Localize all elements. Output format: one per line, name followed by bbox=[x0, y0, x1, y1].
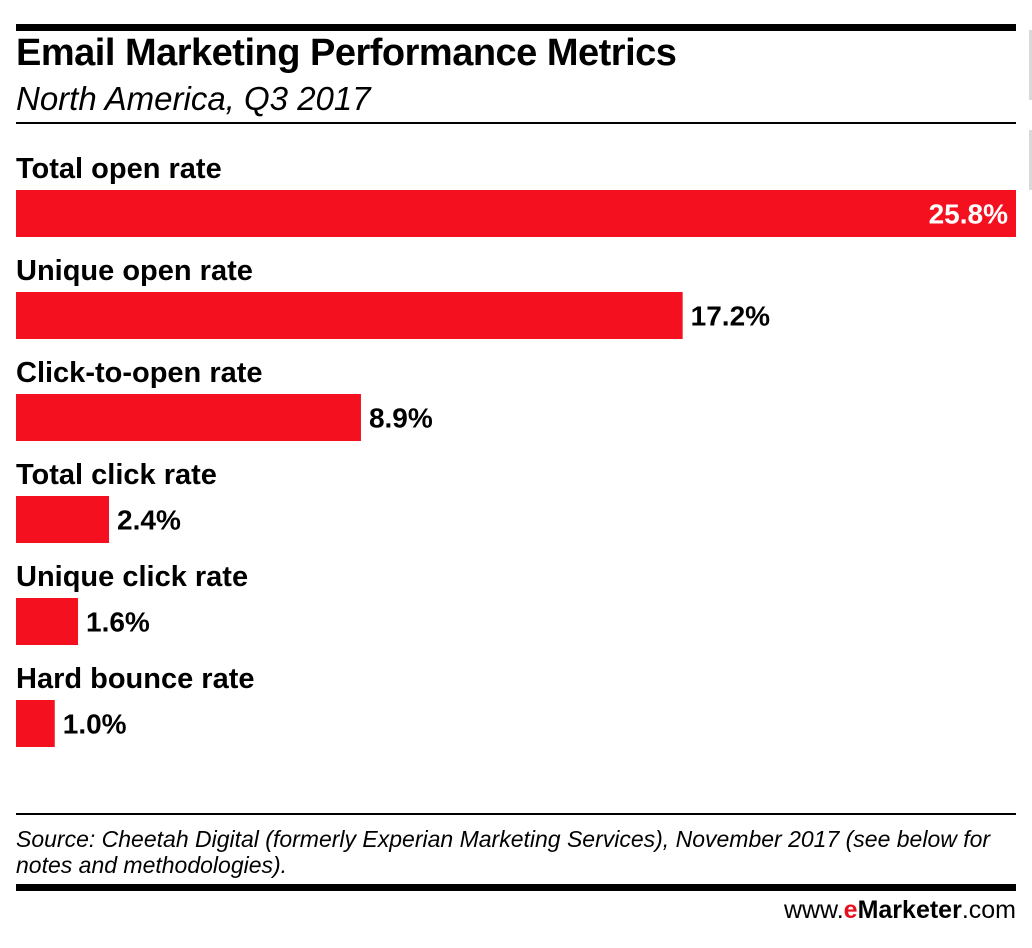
bar bbox=[16, 394, 361, 441]
value-label: 1.6% bbox=[86, 607, 150, 638]
bar bbox=[16, 700, 55, 747]
brand-marketer: Marketer bbox=[857, 896, 962, 924]
category-label: Click-to-open rate bbox=[16, 357, 263, 389]
edge-mark bbox=[1029, 130, 1032, 190]
category-label: Unique click rate bbox=[16, 561, 248, 593]
bar bbox=[16, 190, 1016, 237]
chart-title: Email Marketing Performance Metrics bbox=[16, 32, 677, 74]
value-label: 2.4% bbox=[117, 505, 181, 536]
brand-prefix: www. bbox=[783, 896, 844, 924]
value-label: 25.8% bbox=[929, 199, 1008, 230]
brand-suffix: .com bbox=[961, 896, 1016, 924]
footer-rule-bottom bbox=[16, 884, 1016, 891]
bar bbox=[16, 292, 683, 339]
footer-rule-top bbox=[16, 813, 1016, 815]
brand-e: e bbox=[843, 896, 858, 924]
bar bbox=[16, 496, 110, 543]
source-note: Source: Cheetah Digital (formerly Experi… bbox=[16, 826, 991, 878]
header-rule bbox=[16, 122, 1016, 124]
top-rule bbox=[16, 24, 1016, 31]
value-label: 1.0% bbox=[63, 709, 127, 740]
category-label: Unique open rate bbox=[16, 255, 253, 287]
category-label: Hard bounce rate bbox=[16, 663, 255, 695]
edge-mark bbox=[1029, 30, 1032, 100]
category-label: Total click rate bbox=[16, 459, 217, 491]
value-label: 17.2% bbox=[691, 301, 770, 332]
chart-subtitle: North America, Q3 2017 bbox=[16, 80, 371, 117]
category-label: Total open rate bbox=[16, 153, 222, 185]
emarketer-logo[interactable]: www.eMarketer.com bbox=[784, 896, 1016, 925]
value-label: 8.9% bbox=[369, 403, 433, 434]
bar-chart: Total open rate 25.8% Unique open rate 17.2… bbox=[16, 153, 1016, 747]
bar bbox=[16, 598, 79, 645]
